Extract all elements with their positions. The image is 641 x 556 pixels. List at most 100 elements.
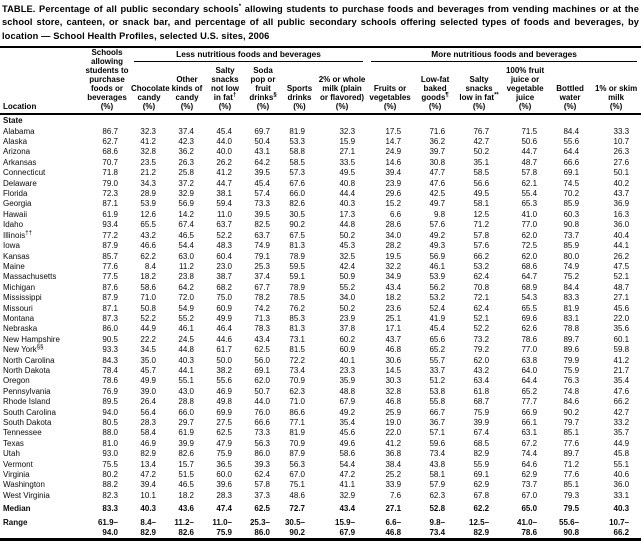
value-cell: 40.8 — [339, 178, 356, 188]
value-cell: 22.2 — [140, 334, 156, 344]
location-cell: Hawaii — [3, 209, 28, 219]
value-cell: 62.5 — [216, 428, 232, 438]
value-cell: 25.9 — [385, 407, 402, 417]
value-cell: 18.2 — [178, 490, 194, 500]
median-value-cell: 40.3 — [140, 504, 156, 514]
value-cell: 72.2 — [289, 355, 305, 365]
value-cell: 21.7 — [613, 365, 630, 375]
value-cell: 57.6 — [429, 220, 446, 230]
value-cell: 66.2 — [473, 251, 490, 261]
value-cell: 46.6 — [140, 241, 156, 251]
value-cell: 63.7 — [216, 220, 232, 230]
value-cell: 52.2 — [216, 230, 232, 240]
table-row-iowa: Iowa 87.9 46.6 54.4 48.3 74.9 81.3 45.3 28.2 49.3… — [0, 241, 641, 251]
value-cell: 66.1 — [521, 418, 538, 427]
value-cell: 70.7 — [102, 157, 118, 167]
value-cell: 49.9 — [216, 313, 232, 323]
value-cell: 63.1 — [521, 428, 538, 438]
table-row-missouri: Missouri 87.1 50.8 54.9 60.9 74.2 76.2 50.2 23.6… — [0, 304, 641, 314]
value-cell: 26.2 — [613, 251, 630, 261]
table-row-hawaii: Hawaii 61.9 12.6 14.2 11.0 39.5 30.5 17.3 6.6 9.8… — [0, 210, 641, 220]
value-cell: 24.9 — [385, 147, 402, 157]
range-value-cell: 25.3– 86.0 — [249, 517, 270, 537]
location-cell: West Virginia — [3, 490, 50, 500]
value-cell: 36.0 — [613, 480, 630, 490]
value-cell: 82.6 — [289, 199, 305, 209]
value-cell: 68.6 — [521, 261, 538, 271]
value-cell: 71.8 — [102, 168, 118, 178]
value-cell: 51.2 — [429, 376, 446, 386]
value-cell: 34.9 — [385, 272, 402, 282]
value-cell: 41.2 — [385, 438, 402, 448]
value-cell: 68.2 — [216, 282, 232, 292]
location-cell: Utah — [3, 449, 20, 459]
location-cell: Pennsylvania — [3, 386, 51, 396]
value-cell: 55.6 — [563, 137, 580, 147]
value-cell: 56.3 — [289, 459, 305, 469]
value-cell: 73.7 — [521, 480, 538, 490]
value-cell: 76.9 — [102, 386, 118, 396]
value-cell: 65.3 — [521, 199, 538, 209]
value-cell: 67.8 — [473, 490, 490, 500]
value-cell: 64.2 — [254, 157, 270, 167]
value-cell: 54.4 — [178, 241, 194, 251]
value-cell: 24.5 — [178, 334, 194, 344]
value-cell: 50.1 — [613, 168, 630, 178]
value-cell: 15.9 — [339, 137, 356, 147]
value-cell: 60.0 — [216, 470, 232, 480]
value-cell: 41.2 — [140, 137, 156, 147]
value-cell: 42.3 — [178, 137, 194, 147]
value-cell: 62.3 — [289, 386, 305, 396]
median-label: Median — [3, 504, 31, 514]
value-cell: 54.9 — [178, 303, 194, 313]
value-cell: 50.8 — [140, 303, 156, 313]
value-cell: 75.5 — [102, 459, 118, 469]
value-cell: 36.9 — [613, 199, 630, 209]
value-cell: 45.4 — [429, 324, 446, 334]
value-cell: 64.7 — [521, 272, 538, 282]
value-cell: 39.3 — [254, 459, 270, 469]
value-cell: 74.4 — [521, 449, 538, 459]
value-cell: 85.9 — [563, 199, 580, 209]
value-cell: 47.9 — [216, 438, 232, 448]
value-cell: 74.9 — [563, 261, 580, 271]
location-cell: New Hampshire — [3, 334, 60, 344]
value-cell: 56.0 — [254, 355, 270, 365]
value-cell: 57.8 — [254, 480, 270, 490]
location-cell: Tennessee — [3, 428, 42, 438]
value-cell: 46.1 — [429, 261, 446, 271]
value-cell: 66.7 — [429, 407, 446, 417]
value-cell: 30.6 — [385, 355, 402, 365]
value-cell: 81.3 — [289, 241, 305, 251]
value-cell: 76.7 — [473, 126, 490, 136]
value-cell: 57.9 — [429, 480, 446, 490]
value-cell: 32.2 — [385, 261, 402, 271]
value-cell: 59.1 — [289, 272, 305, 282]
value-cell: 30.5 — [289, 209, 305, 219]
value-cell: 75.2 — [563, 272, 580, 282]
value-cell: 70.9 — [289, 376, 305, 386]
value-cell: 47.5 — [613, 261, 630, 271]
table-row-new-york: New York§§ 93.3 34.5 44.8 61.7 62.5 81.5 60.9 46… — [0, 345, 641, 355]
location-cell: Maine — [3, 261, 25, 271]
value-cell: 58.1 — [429, 470, 446, 480]
value-cell: 77.7 — [521, 397, 538, 407]
value-cell: 36.7 — [429, 418, 446, 427]
section-row-state: State — [0, 114, 641, 126]
value-cell: 38.1 — [216, 189, 232, 199]
value-cell: 43.2 — [140, 230, 156, 240]
table-row-kansas: Kansas 85.7 62.2 63.0 60.4 79.1 78.9 32.5 19.5 56… — [0, 252, 641, 262]
table-row-tennessee: Tennessee 88.0 58.4 61.9 62.5 73.3 81.9 45.6 22.… — [0, 428, 641, 438]
value-cell: 23.9 — [339, 313, 356, 323]
value-cell: 21.2 — [140, 168, 156, 178]
value-cell: 56.2 — [429, 282, 446, 292]
value-cell: 74.9 — [254, 241, 270, 251]
range-value-cell: 6.6– 46.8 — [385, 517, 402, 537]
value-cell: 32.8 — [140, 147, 156, 157]
value-cell: 46.5 — [178, 230, 194, 240]
range-value-cell: 8.4– 82.9 — [140, 517, 156, 537]
value-cell: 43.1 — [254, 147, 270, 157]
value-cell: 77.0 — [521, 220, 538, 230]
value-cell: 89.7 — [563, 449, 580, 459]
value-cell: 32.5 — [339, 251, 356, 261]
